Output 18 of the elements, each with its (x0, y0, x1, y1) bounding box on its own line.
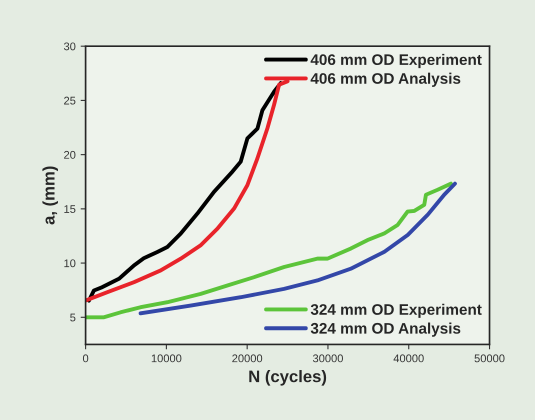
y-tick-label: 25 (64, 96, 76, 105)
legend-label: 324 mm OD Experiment (310, 304, 482, 318)
y-tick-label: 5 (70, 314, 76, 322)
x-tick-label: 40000 (394, 354, 424, 362)
x-tick-label: 20000 (232, 354, 262, 362)
x-tick-label: 10000 (152, 354, 182, 362)
x-tick-label: 50000 (474, 354, 505, 362)
x-tick-label: 30000 (312, 354, 343, 362)
y-tick-label: 10 (64, 259, 76, 268)
x-axis-title: N (cycles) (249, 370, 326, 386)
y-tick-label: 15 (64, 205, 76, 213)
y-tick-label: 30 (64, 42, 76, 50)
y-tick-label: 20 (64, 150, 76, 159)
legend-label: 324 mm OD Analysis (310, 322, 460, 337)
legend-label: 406 mm OD Analysis (310, 72, 460, 87)
x-tick-label: 0 (82, 354, 88, 362)
legend-label: 406 mm OD Experiment (310, 54, 482, 68)
y-axis-title: a, (mm) (42, 166, 58, 224)
